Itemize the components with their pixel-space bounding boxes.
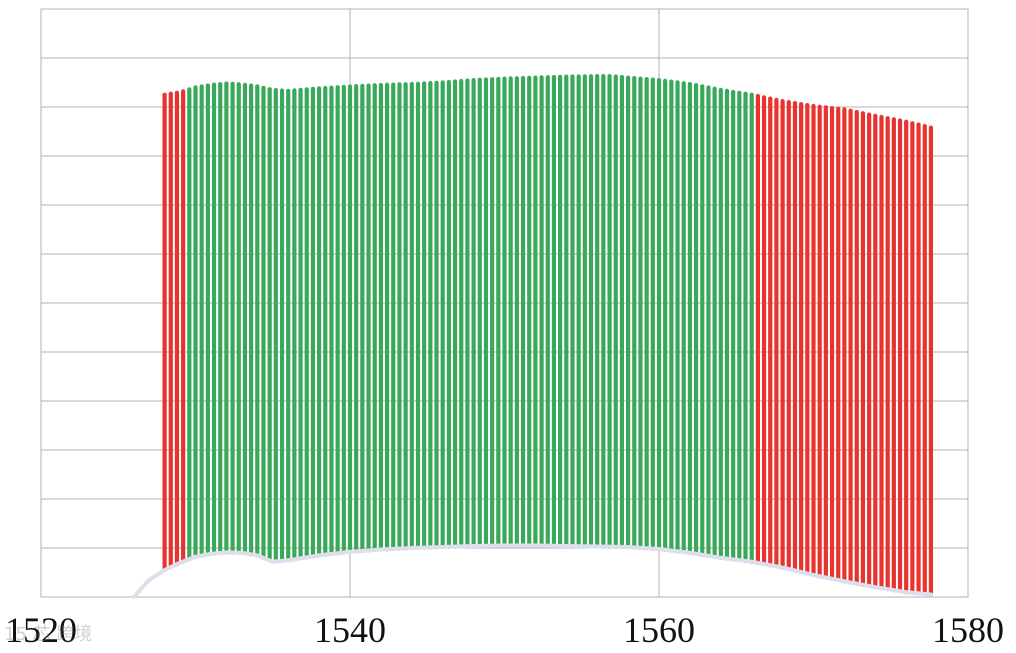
noise-floor-line [131, 543, 933, 599]
bars-layer [162, 74, 934, 597]
x-tick-label: 1560 [623, 610, 695, 650]
x-tick-labels: 1520 1540 1560 1580 [5, 610, 1004, 650]
watermark: 15 芯 跨境 [4, 624, 93, 645]
noise-floor-layer [131, 543, 933, 599]
x-tick-label: 1580 [932, 610, 1004, 650]
x-tick-label: 1520 [5, 610, 77, 650]
x-tick-label: 1540 [314, 610, 386, 650]
